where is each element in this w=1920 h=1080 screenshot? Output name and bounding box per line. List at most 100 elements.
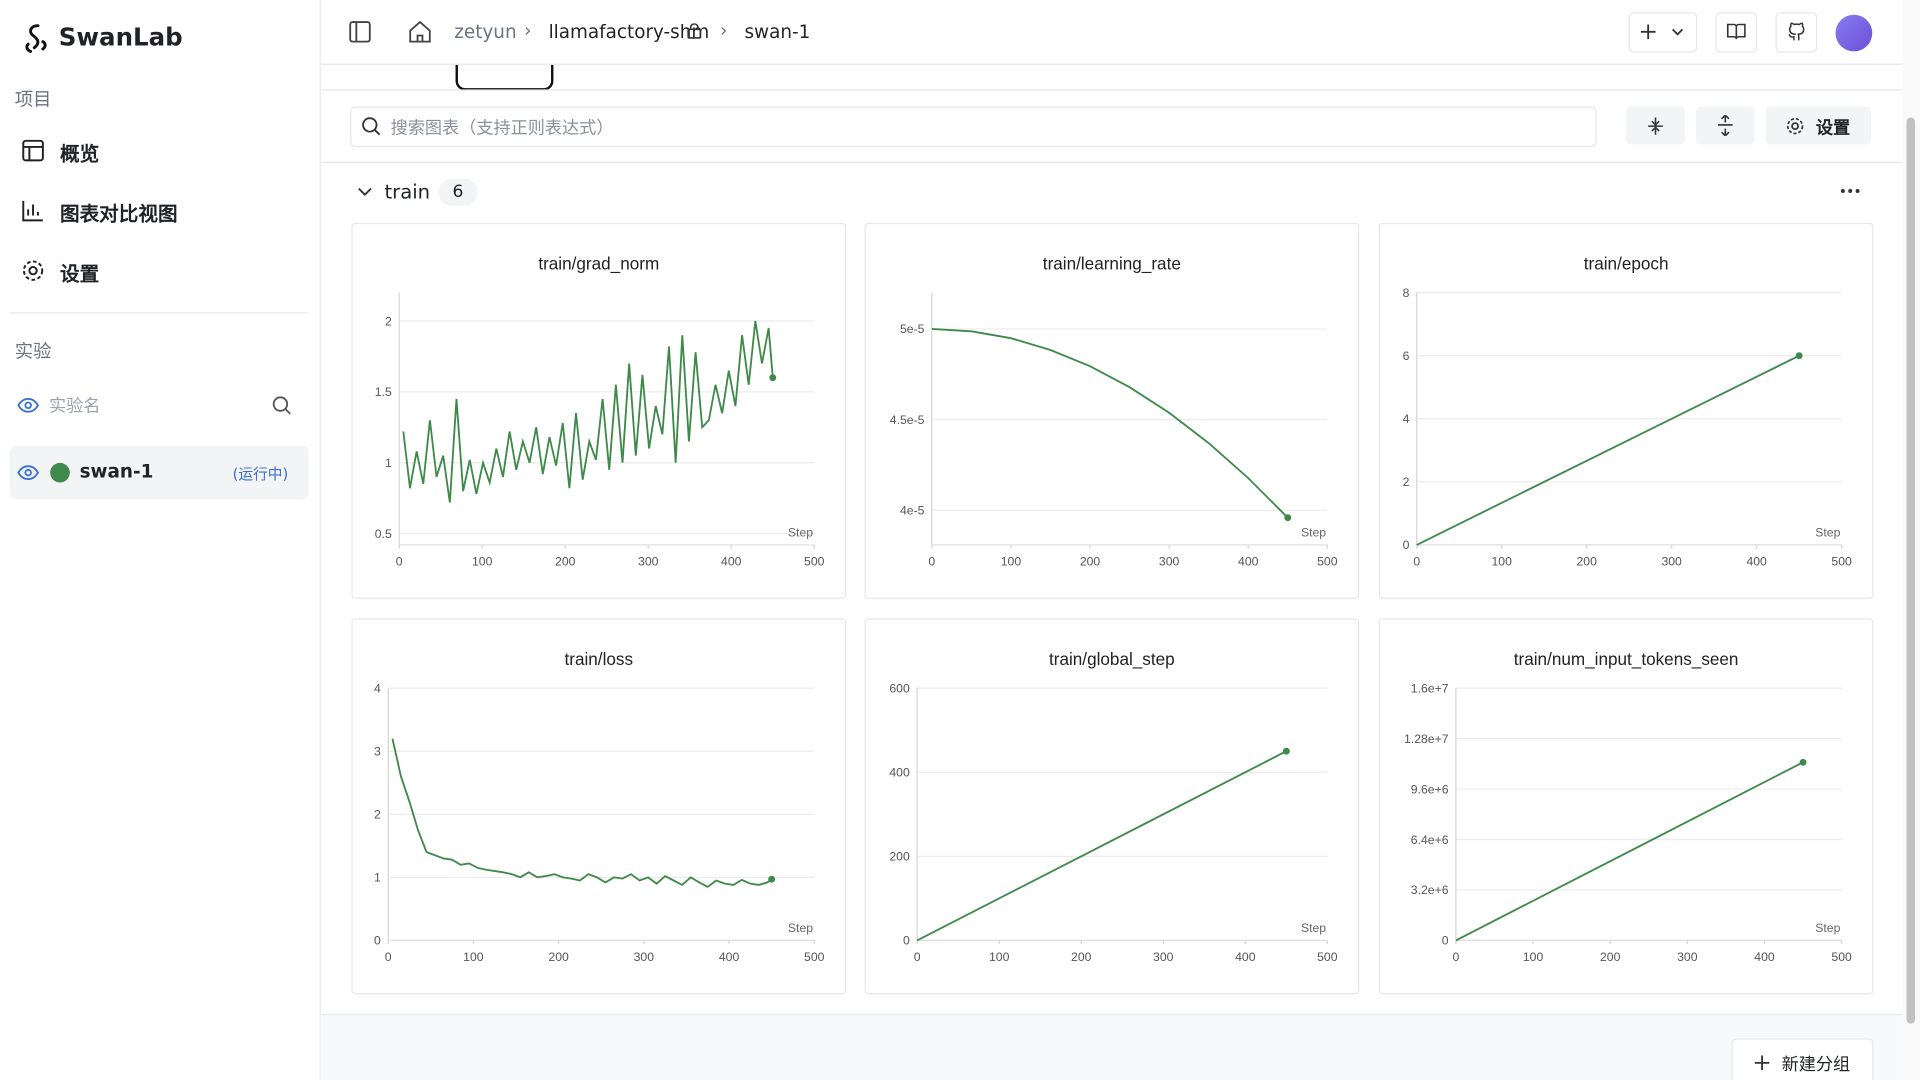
collapse-icon[interactable] <box>358 186 373 198</box>
scrollbar-thumb[interactable] <box>1907 118 1916 1024</box>
x-tick-label: 300 <box>634 950 655 964</box>
y-tick-label: 2 <box>1403 475 1410 489</box>
y-tick-label: 0 <box>374 934 381 948</box>
y-tick-label: 0 <box>1403 538 1410 552</box>
y-tick-label: 5e-5 <box>900 322 925 336</box>
y-tick-label: 3.2e+6 <box>1411 883 1449 897</box>
line-series <box>917 751 1286 940</box>
chart: train/learning_rate4e-54.5e-55e-50100200… <box>866 224 1358 597</box>
divider <box>10 312 309 313</box>
icon <box>17 464 39 481</box>
x-tick-label: 400 <box>1746 555 1767 569</box>
chart: train/epoch024680100200300400500Step <box>1380 224 1872 597</box>
last-point <box>1283 748 1290 755</box>
x-tick-label: 0 <box>928 555 935 569</box>
search-icon[interactable] <box>272 396 292 416</box>
group-count: 6 <box>438 179 477 206</box>
search-input[interactable]: 实验名 <box>49 393 100 417</box>
x-tick-label: 400 <box>721 555 742 569</box>
add-menu[interactable] <box>1629 12 1698 52</box>
y-tick-label: 9.6e+6 <box>1411 782 1449 796</box>
x-axis-label: Step <box>1301 921 1326 935</box>
settings-label: 设置 <box>1816 115 1850 139</box>
nav-item[interactable]: 概览 <box>60 137 99 166</box>
icon <box>22 140 44 162</box>
y-tick-label: 4e-5 <box>900 504 925 518</box>
last-point <box>769 374 776 381</box>
chart-card: train/loss012340100200300400500Step <box>351 618 846 994</box>
github-button[interactable] <box>1776 12 1818 52</box>
scrollbar-track <box>1903 0 1920 1080</box>
home-icon[interactable] <box>408 20 432 44</box>
nav-item[interactable]: 设置 <box>60 257 99 286</box>
x-tick-label: 100 <box>463 950 484 964</box>
y-tick-label: 1 <box>374 871 381 885</box>
x-tick-label: 200 <box>1576 555 1597 569</box>
x-tick-label: 300 <box>638 555 659 569</box>
chart-title: train/num_input_tokens_seen <box>1514 649 1739 669</box>
line-series <box>1417 356 1799 545</box>
search-placeholder: 搜索图表（支持正则表达式） <box>391 115 614 139</box>
y-tick-label: 0 <box>1442 934 1449 948</box>
y-tick-label: 400 <box>889 766 910 780</box>
x-tick-label: 500 <box>1831 555 1852 569</box>
docs-button[interactable] <box>1716 12 1758 52</box>
icon <box>22 200 44 222</box>
section-label: 实验 <box>15 338 52 364</box>
breadcrumb[interactable]: zetyun <box>454 21 516 43</box>
chart-title: train/epoch <box>1584 253 1669 273</box>
chart-card: train/learning_rate4e-54.5e-55e-50100200… <box>864 223 1359 599</box>
x-tick-label: 0 <box>914 950 921 964</box>
x-tick-label: 400 <box>719 950 740 964</box>
chart: train/global_step02004006000100200300400… <box>866 620 1358 993</box>
chart-card: train/num_input_tokens_seen03.2e+66.4e+6… <box>1379 618 1874 994</box>
x-tick-label: 0 <box>396 555 403 569</box>
new-group-label: 新建分组 <box>1782 1052 1851 1076</box>
x-tick-label: 400 <box>1238 555 1259 569</box>
chart-card: train/grad_norm0.511.520100200300400500S… <box>351 223 846 599</box>
lock-icon <box>687 23 702 39</box>
expand-button[interactable] <box>1696 107 1755 145</box>
collapse-button[interactable] <box>1626 107 1685 145</box>
experiment-status: (运行中) <box>233 463 289 484</box>
x-tick-label: 300 <box>1661 555 1682 569</box>
nav-item[interactable]: 图表对比视图 <box>60 197 178 226</box>
x-tick-label: 0 <box>1413 555 1420 569</box>
brand: SwanLab <box>59 22 183 51</box>
x-tick-label: 500 <box>1831 950 1852 964</box>
y-tick-label: 0.5 <box>375 527 392 541</box>
last-point <box>768 876 775 883</box>
y-tick-label: 1 <box>385 456 392 470</box>
chart-card: train/epoch024680100200300400500Step <box>1379 223 1874 599</box>
logo <box>21 22 50 54</box>
separator: › <box>720 20 727 42</box>
avatar[interactable] <box>1836 15 1873 52</box>
y-tick-label: 1.6e+7 <box>1411 681 1449 695</box>
chart-card: train/global_step02004006000100200300400… <box>864 618 1359 994</box>
x-tick-label: 200 <box>1071 950 1092 964</box>
group-name: train <box>384 180 430 203</box>
search-icon <box>361 116 381 136</box>
y-tick-label: 6 <box>1403 349 1410 363</box>
x-axis-label: Step <box>1815 921 1840 935</box>
breadcrumb: swan-1 <box>744 21 810 43</box>
x-tick-label: 100 <box>1001 555 1022 569</box>
y-tick-label: 4 <box>1403 412 1410 426</box>
y-tick-label: 1.5 <box>375 385 392 399</box>
new-group-button[interactable]: 新建分组 <box>1731 1038 1873 1080</box>
chart: train/grad_norm0.511.520100200300400500S… <box>353 224 845 597</box>
x-tick-label: 200 <box>1600 950 1621 964</box>
icon <box>21 258 45 282</box>
line-series <box>932 329 1288 518</box>
x-axis-label: Step <box>1301 525 1326 539</box>
x-tick-label: 500 <box>1317 555 1338 569</box>
settings-button[interactable]: 设置 <box>1766 107 1871 145</box>
breadcrumb[interactable]: llamafactory-shm <box>549 21 710 43</box>
y-tick-label: 600 <box>889 681 910 695</box>
experiment-name: swan-1 <box>80 460 154 482</box>
more-menu[interactable] <box>1840 189 1860 194</box>
footer-area <box>321 1014 1903 1080</box>
sidebar-toggle[interactable] <box>349 21 371 43</box>
